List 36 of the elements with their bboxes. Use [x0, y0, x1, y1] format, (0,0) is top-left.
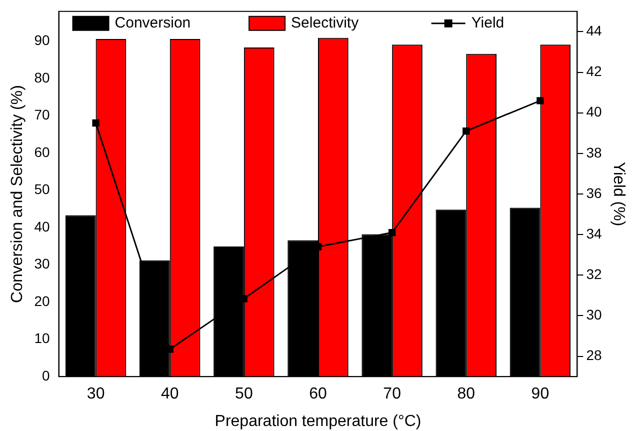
x-tick-label: 90: [531, 386, 550, 403]
x-tick-label: 80: [457, 386, 476, 403]
y-tick-label: 10: [34, 330, 50, 346]
y2-tick-label: 36: [586, 184, 602, 201]
x-tick-label: 30: [86, 386, 105, 403]
legend-label: Conversion: [114, 14, 191, 32]
y-tick-label: 40: [34, 218, 50, 234]
x-tick-label: 50: [235, 386, 253, 403]
legend-label: Selectivity: [291, 14, 360, 32]
point: [462, 128, 470, 135]
point: [536, 97, 544, 104]
y-tick-label: 70: [34, 106, 50, 123]
y-axis-title: Conversion and Selectivity (%): [9, 85, 26, 303]
y2-tick-label: 32: [586, 266, 602, 282]
y2-tick-label: 30: [586, 306, 602, 323]
y2-tick-label: 28: [586, 347, 602, 364]
legend-label: Yield: [471, 14, 504, 32]
x-tick-label: 70: [383, 386, 402, 403]
x-axis-title: Preparation temperature (°C): [214, 412, 422, 430]
x-tick-label: 40: [160, 386, 179, 403]
y2-tick-label: 34: [586, 225, 602, 242]
y2-tick-label: 40: [586, 104, 602, 120]
y-tick-label: 90: [34, 32, 50, 48]
point: [388, 228, 396, 236]
y-tick-label: 20: [34, 292, 50, 309]
y2-tick-label: 38: [586, 144, 602, 160]
x-tick-label: 60: [309, 386, 327, 403]
y-tick-label: 60: [34, 144, 50, 160]
y2-tick-label: 42: [586, 63, 602, 80]
y2-axis-title: Yield (%): [610, 162, 627, 226]
y-tick-label: 0: [42, 367, 50, 384]
y-tick-label: 80: [34, 69, 50, 86]
y2-tick-label: 44: [586, 22, 602, 39]
point: [92, 119, 100, 127]
y-tick-label: 50: [34, 181, 50, 198]
y-tick-label: 30: [34, 256, 50, 272]
